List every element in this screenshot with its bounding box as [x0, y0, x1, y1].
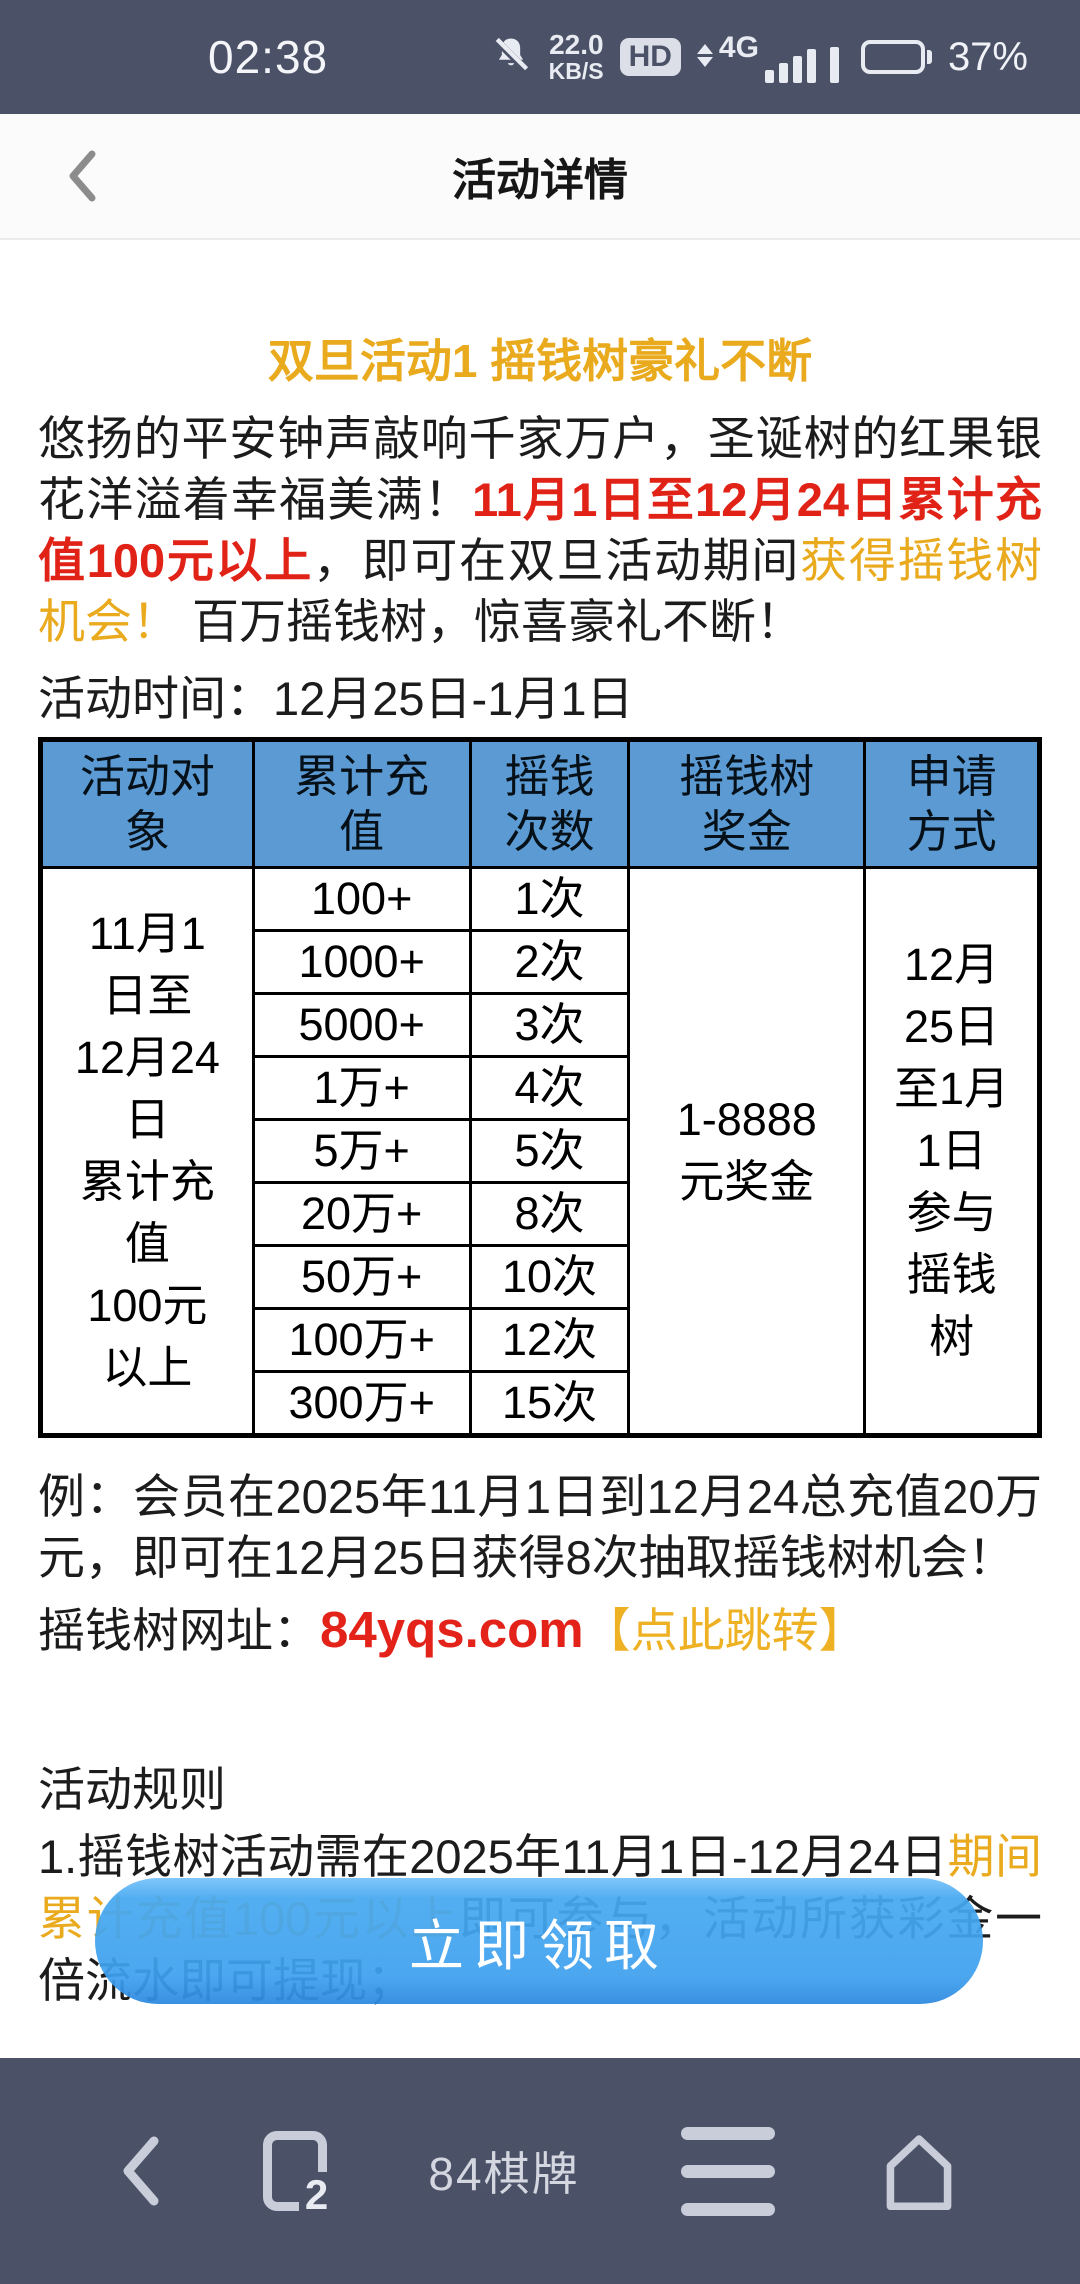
times-cell: 10次 — [468, 1244, 631, 1310]
example-paragraph: 例：会员在2025年11月1日到12月24总充值20万元，即可在12月25日获得… — [38, 1470, 1042, 1584]
promo-title: 双旦活动1 摇钱树豪礼不断 — [267, 335, 813, 387]
site-title-button[interactable]: 84棋牌 — [428, 2148, 580, 2200]
nav-tabs-button[interactable]: 2 — [263, 2131, 331, 2216]
back-chevron-icon — [69, 150, 96, 202]
table-row: 50万+ 10次 — [41, 1244, 1040, 1310]
table-row: 5万+ 5次 — [41, 1118, 1040, 1184]
intro-text: 悠扬的平安钟声敲响千家万户，圣诞树的红果银花洋溢着幸福美满！ — [38, 412, 1042, 526]
recharge-table-body: 11月1 日至 12月24 日 累计充 值 100元 以上 100+ 1次 1-888… — [39, 866, 1041, 1437]
jump-link[interactable]: 【点此跳转】 — [583, 1604, 866, 1657]
table-row: 1000+ 2次 — [41, 929, 1040, 995]
hd-icon: HD — [619, 38, 681, 76]
table-header-row: 活动对 象累计充 值摇钱 次数 摇钱树 奖金 申请 方式 — [39, 738, 1041, 869]
website-label: 摇钱树网址： — [38, 1604, 320, 1657]
tab-count-badge: 2 — [298, 2172, 331, 2216]
sim2-signal-bar-icon — [829, 47, 839, 83]
prize-cell: 1-8888 元奖金 — [627, 866, 867, 1437]
back-button[interactable] — [58, 144, 106, 208]
intro-highlight-gold: 获得摇钱树机会！ — [38, 534, 1043, 648]
battery-percent: 37% — [947, 34, 1028, 79]
website-url-link[interactable]: 84yqs.com — [320, 1601, 584, 1658]
intro-highlight-red: 11月1日至12月24日累计充值100元以上 — [38, 473, 1042, 587]
times-cell: 2次 — [468, 929, 631, 995]
signal-cluster: 4G — [696, 31, 839, 83]
times-cell: 4次 — [468, 1055, 631, 1121]
table-row: 300万+ 15次 — [41, 1370, 1040, 1437]
back-chevron-icon — [123, 2136, 159, 2206]
nav-back-button[interactable] — [118, 2133, 162, 2209]
recharge-cell: 1万+ — [251, 1055, 472, 1121]
status-icons: 22.0 KB/S HD 4G 37% — [489, 29, 1028, 84]
activity-content: 双旦活动1 摇钱树豪礼不断 悠扬的平安钟声敲响千家万户，圣诞树的红果银花洋溢着幸… — [0, 334, 1080, 2012]
page-title: 活动详情 — [452, 156, 628, 205]
recharge-cell: 5000+ — [251, 992, 472, 1058]
tabs-icon: 2 — [263, 2131, 331, 2216]
times-cell: 5次 — [468, 1118, 631, 1184]
nav-home-button[interactable] — [876, 2129, 962, 2213]
network-type-label: 4G — [718, 31, 759, 64]
website-line: 摇钱树网址：84yqs.com【点此跳转】 — [38, 1598, 1042, 1663]
column-header: 申请 方式 — [863, 738, 1041, 869]
apply-cell: 12月 25日 至1月 1日 参与 摇钱 树 — [863, 866, 1041, 1437]
column-header: 活动对 象 — [39, 738, 255, 869]
rules-title: 活动规则 — [38, 1763, 226, 1816]
network-speed: 22.0 KB/S — [548, 29, 604, 84]
recharge-cell: 50万+ — [251, 1244, 472, 1310]
recharge-cell: 20万+ — [251, 1181, 472, 1247]
times-cell: 15次 — [468, 1370, 631, 1437]
intro-text: ，即可在双旦活动期间 — [313, 534, 801, 587]
rule-text: 1.摇钱树活动需在2025年11月1日-12月24日 — [38, 1830, 948, 1883]
updown-arrows-icon — [696, 44, 713, 67]
nav-menu-button[interactable] — [680, 2126, 775, 2216]
claim-now-button[interactable]: 立即领取 — [95, 1878, 983, 2004]
recharge-cell: 300万+ — [251, 1370, 472, 1437]
table-row: 11月1 日至 12月24 日 累计充 值 100元 以上 100+ 1次 1-888… — [39, 866, 1041, 1437]
signal-bars-icon — [764, 49, 816, 83]
table-row: 1万+ 4次 — [41, 1055, 1040, 1121]
column-header: 累计充 值 — [251, 738, 472, 869]
clock: 02:38 — [208, 31, 329, 83]
times-cell: 1次 — [468, 866, 631, 932]
menu-icon — [680, 2126, 775, 2216]
table-row: 20万+ 8次 — [41, 1181, 1040, 1247]
times-cell: 12次 — [468, 1307, 631, 1373]
activity-time: 活动时间：12月25日-1月1日 — [38, 672, 634, 725]
times-cell: 8次 — [468, 1181, 631, 1247]
column-header: 摇钱 次数 — [468, 738, 631, 869]
recharge-cell: 100万+ — [251, 1307, 472, 1373]
times-cell: 3次 — [468, 992, 631, 1058]
battery-icon — [860, 40, 932, 74]
home-icon — [886, 2135, 952, 2211]
intro-paragraph: 悠扬的平安钟声敲响千家万户，圣诞树的红果银花洋溢着幸福美满！11月1日至12月2… — [38, 408, 1042, 652]
recharge-table: 活动对 象累计充 值摇钱 次数 摇钱树 奖金 申请 方式 11月1 日至 12月24… — [38, 737, 1042, 1438]
notifications-off-icon — [489, 33, 533, 82]
recharge-cell: 5万+ — [251, 1118, 472, 1184]
recharge-cell: 1000+ — [251, 929, 472, 995]
table-row: 100万+ 12次 — [41, 1307, 1040, 1373]
status-bar: 02:38 22.0 KB/S HD 4G — [0, 0, 1080, 114]
app-header: 活动详情 — [0, 114, 1080, 240]
intro-text: 百万摇钱树，惊喜豪礼不断！ — [179, 595, 804, 648]
target-cell: 11月1 日至 12月24 日 累计充 值 100元 以上 — [39, 866, 255, 1437]
table-row: 5000+ 3次 — [41, 992, 1040, 1058]
recharge-cell: 100+ — [251, 866, 472, 932]
column-header: 摇钱树 奖金 — [627, 738, 867, 869]
browser-toolbar: 2 84棋牌 — [0, 2058, 1080, 2284]
